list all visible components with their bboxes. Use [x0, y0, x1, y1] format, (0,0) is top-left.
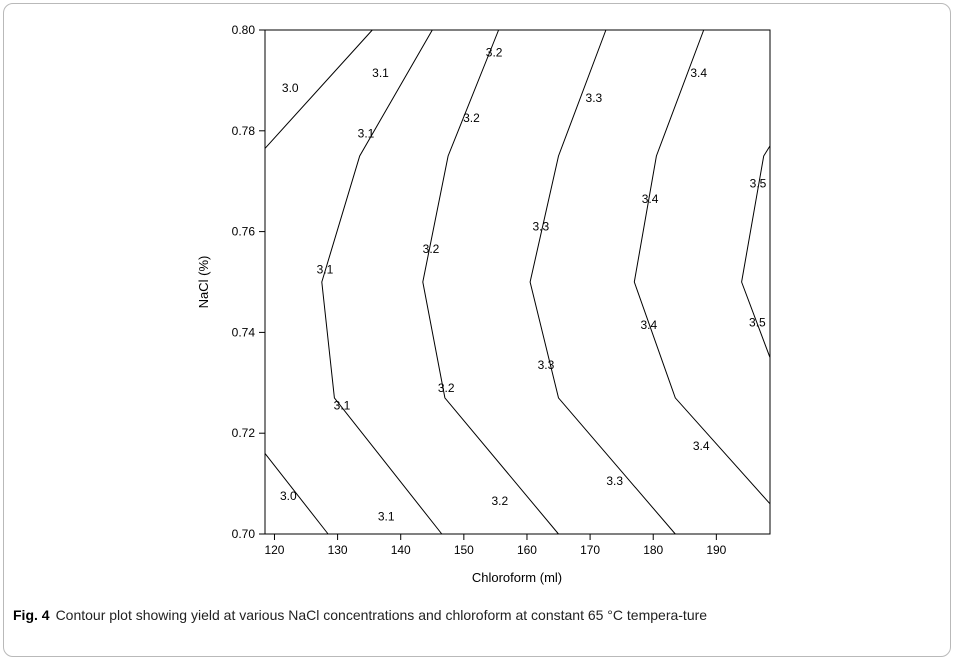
x-tick-label: 120 [264, 543, 284, 557]
contour-label: 3.1 [334, 398, 351, 412]
contour-line-3-0 [264, 453, 329, 535]
x-axis: 120 130 140 150 160 170 180 190 [264, 534, 727, 557]
contour-lines [264, 29, 771, 535]
contour-label: 3.1 [378, 509, 395, 523]
x-tick-label: 180 [643, 543, 663, 557]
contour-label: 3.5 [749, 315, 766, 329]
contour-label: 3.4 [642, 192, 659, 206]
x-axis-title: Chloroform (ml) [472, 570, 562, 585]
contour-label: 3.4 [690, 66, 707, 80]
y-tick-label: 0.76 [232, 225, 256, 239]
contour-label: 3.4 [693, 439, 710, 453]
x-tick-label: 140 [391, 543, 411, 557]
contour-label: 3.1 [317, 262, 334, 276]
contour-label: 3.3 [533, 220, 550, 234]
figure-caption: Fig. 4 Contour plot showing yield at vari… [13, 606, 938, 625]
contour-label: 3.0 [282, 81, 299, 95]
contour-line-3-4 [633, 29, 771, 505]
contour-label: 3.2 [486, 46, 503, 60]
contour-label: 3.4 [640, 318, 657, 332]
x-tick-label: 130 [328, 543, 348, 557]
contour-line-3-0 [264, 29, 373, 149]
contour-label: 3.2 [423, 242, 440, 256]
contour-line-3-3 [529, 29, 676, 535]
contour-line-3-5 [741, 145, 771, 358]
y-tick-label: 0.72 [232, 426, 256, 440]
contour-label: 3.3 [538, 358, 555, 372]
x-tick-label: 160 [517, 543, 537, 557]
figure-number: Fig. 4 [13, 607, 50, 623]
contour-label: 3.3 [586, 91, 603, 105]
contour-label: 3.0 [280, 489, 297, 503]
plot-area [264, 29, 771, 535]
x-tick-label: 170 [580, 543, 600, 557]
y-tick-label: 0.70 [232, 527, 256, 541]
x-tick-label: 190 [706, 543, 726, 557]
caption-text: Contour plot showing yield at various Na… [55, 607, 708, 623]
y-axis-title: NaCl (%) [196, 256, 211, 309]
contour-label: 3.2 [438, 381, 455, 395]
figure-frame [3, 3, 951, 657]
contour-label: 3.1 [358, 126, 375, 140]
y-tick-label: 0.80 [232, 23, 256, 37]
x-tick-label: 150 [454, 543, 474, 557]
contour-line-3-1 [321, 29, 443, 535]
contour-labels: 3.0 3.1 3.2 3.4 3.3 3.1 3.2 3.5 3.4 3.3 3.2 3.1 3.4 3… [280, 46, 767, 524]
y-axis: 0.70 0.72 0.74 0.76 0.78 0.80 [232, 23, 265, 541]
contour-label: 3.2 [491, 494, 508, 508]
contour-plot: 120 130 140 150 160 170 180 190 0.700.720.740.7… [196, 23, 771, 585]
y-tick-label: 0.78 [232, 124, 256, 138]
contour-label: 3.1 [372, 66, 389, 80]
contour-label: 3.2 [463, 111, 480, 125]
contour-label: 3.5 [750, 177, 767, 191]
contour-label: 3.3 [606, 474, 623, 488]
y-tick-label: 0.74 [232, 325, 256, 339]
contour-line-3-2 [422, 29, 559, 535]
